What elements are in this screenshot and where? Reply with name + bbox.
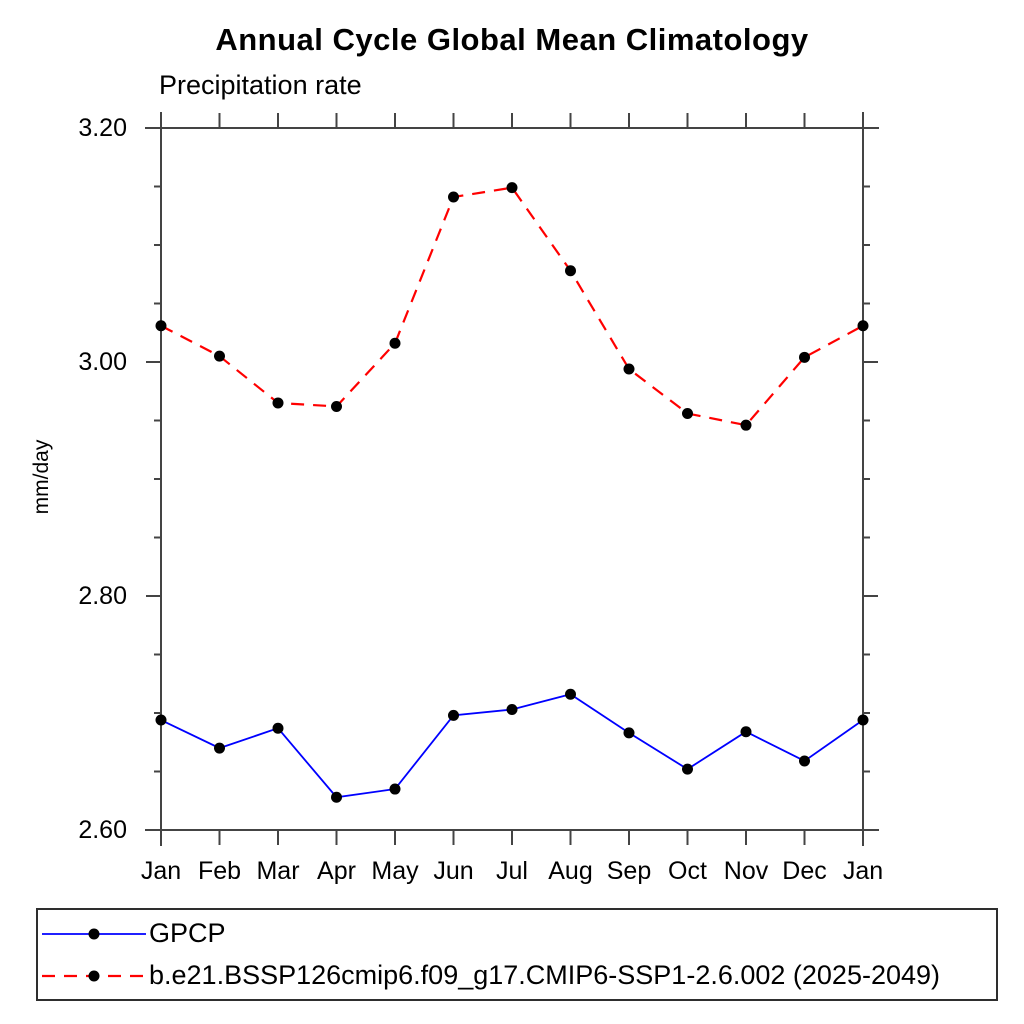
y-axis-title: mm/day: [30, 439, 53, 515]
data-point-marker: [331, 791, 342, 803]
data-point-marker: [682, 763, 693, 775]
data-point-marker: [682, 407, 693, 419]
data-point-marker: [857, 320, 869, 332]
legend-item: b.e21.BSSP126cmip6.f09_g17.CMIP6-SSP1-2.…: [38, 955, 996, 997]
data-point-marker: [740, 726, 752, 738]
x-tick-label: Oct: [668, 857, 707, 885]
data-point-marker: [565, 265, 576, 277]
data-point-marker: [448, 191, 459, 203]
y-tick-label: 2.60: [78, 816, 127, 844]
y-tick-label: 3.00: [78, 348, 127, 376]
data-point-marker: [623, 727, 635, 739]
legend-box: GPCP b.e21.BSSP126cmip6.f09_g17.CMIP6-SSP…: [36, 908, 998, 1001]
data-point-marker: [740, 419, 752, 431]
data-point-marker: [389, 783, 401, 795]
data-point-marker: [799, 351, 810, 363]
x-tick-label: Jul: [496, 857, 528, 885]
y-tick-label: 3.20: [78, 114, 127, 142]
x-tick-label: May: [371, 857, 419, 885]
x-tick-label: Jan: [842, 857, 884, 885]
data-point-marker: [214, 742, 225, 754]
data-point-marker: [214, 350, 225, 362]
data-point-marker: [506, 703, 518, 715]
y-tick-label: 2.80: [78, 582, 127, 610]
data-point-marker: [623, 363, 635, 375]
data-point-marker: [799, 755, 810, 767]
data-point-marker: [506, 182, 518, 194]
legend-line-sample: [42, 928, 146, 939]
data-point-marker: [389, 337, 401, 349]
x-tick-label: Dec: [782, 857, 827, 885]
data-point-marker: [155, 714, 167, 726]
legend-marker-icon: [88, 970, 100, 981]
x-tick-label: Aug: [548, 857, 593, 885]
x-tick-label: Mar: [256, 857, 300, 885]
plot-area: [145, 112, 879, 846]
x-tick-label: Jun: [433, 857, 474, 885]
legend-line-sample: [42, 970, 146, 981]
x-tick-label: Sep: [606, 857, 652, 885]
data-point-marker: [272, 722, 284, 734]
x-tick-label: Feb: [197, 857, 242, 885]
legend-marker-icon: [88, 928, 100, 939]
x-tick-label: Apr: [317, 857, 356, 885]
series-line-1: [160, 186, 864, 427]
x-tick-label: Nov: [723, 857, 769, 885]
chart-subtitle: Precipitation rate: [159, 70, 362, 100]
x-tick-label: Jan: [140, 857, 182, 885]
data-point-marker: [331, 400, 342, 412]
chart-title: Annual Cycle Global Mean Climatology: [215, 22, 809, 57]
data-point-marker: [272, 397, 284, 409]
legend-label: GPCP: [149, 918, 226, 948]
legend-item: GPCP: [38, 913, 996, 955]
data-point-marker: [565, 688, 576, 700]
data-point-marker: [448, 709, 459, 721]
data-point-marker: [857, 714, 869, 726]
legend-label: b.e21.BSSP126cmip6.f09_g17.CMIP6-SSP1-2.…: [149, 960, 941, 990]
data-point-marker: [155, 320, 167, 332]
